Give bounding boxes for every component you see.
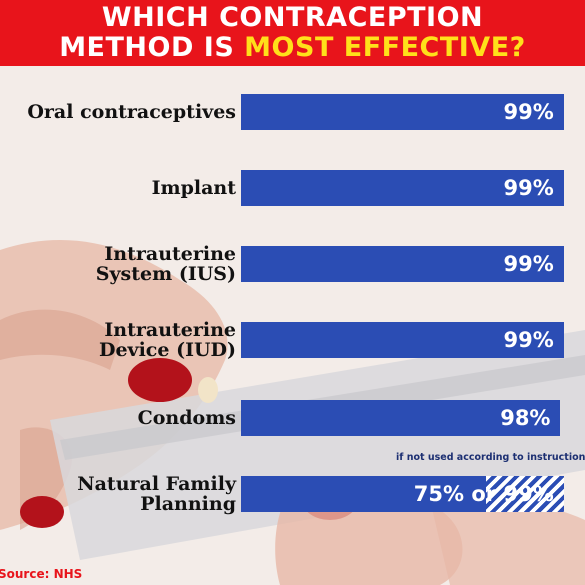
bar-2: 99% [241,246,564,282]
bar-value-3: 99% [503,328,554,352]
bar-label-line: Condoms [137,407,236,429]
bar-label-line: Intrauterine [104,319,236,341]
bar-label-line: System (IUS) [95,263,236,285]
title-line-1: WHICH CONTRACEPTION [101,2,484,33]
bar-value-1: 99% [503,176,554,200]
title-line-2-prefix: METHOD IS [59,32,245,63]
bar-label-line: Implant [151,177,236,199]
bar-label-line: Intrauterine [104,243,236,265]
bar-label-2: Intrauterine System (IUS) [0,244,236,284]
bar-4: 98% [241,400,561,436]
source-credit: Source: NHS [0,567,83,581]
bar-0: 99% [241,94,564,130]
bar-value-4: 98% [500,406,551,430]
bar-value-2: 99% [503,252,554,276]
title-line-2: METHOD IS MOST EFFECTIVE? [0,33,585,63]
bar-label-line: Planning [140,493,236,515]
annotation-note: if not used according to instructions [396,452,585,463]
bar-label-3: Intrauterine Device (IUD) [0,320,236,360]
bar-label-line: Natural Family [77,473,236,495]
bar-chart: Oral contraceptives 99% Implant 99% Intraute… [0,66,585,585]
bar-label-5: Natural Family Planning [0,474,236,514]
bar-label-0: Oral contraceptives [0,102,236,122]
bar-value-overlay-5: 75% or 99% [413,482,554,506]
bar-hatch-5 [485,476,564,512]
bar-3: 99% [241,322,564,358]
bar-1: 99% [241,170,564,206]
bar-value-0: 99% [503,100,554,124]
bar-label-line: Device (IUD) [98,339,236,361]
bar-label-line: Oral contraceptives [27,101,236,123]
header: WHICH CONTRACEPTION METHOD IS MOST EFFEC… [0,0,585,66]
title-line-2-highlight: MOST EFFECTIVE? [244,32,526,63]
bar-label-1: Implant [0,178,236,198]
bar-label-4: Condoms [0,408,236,428]
